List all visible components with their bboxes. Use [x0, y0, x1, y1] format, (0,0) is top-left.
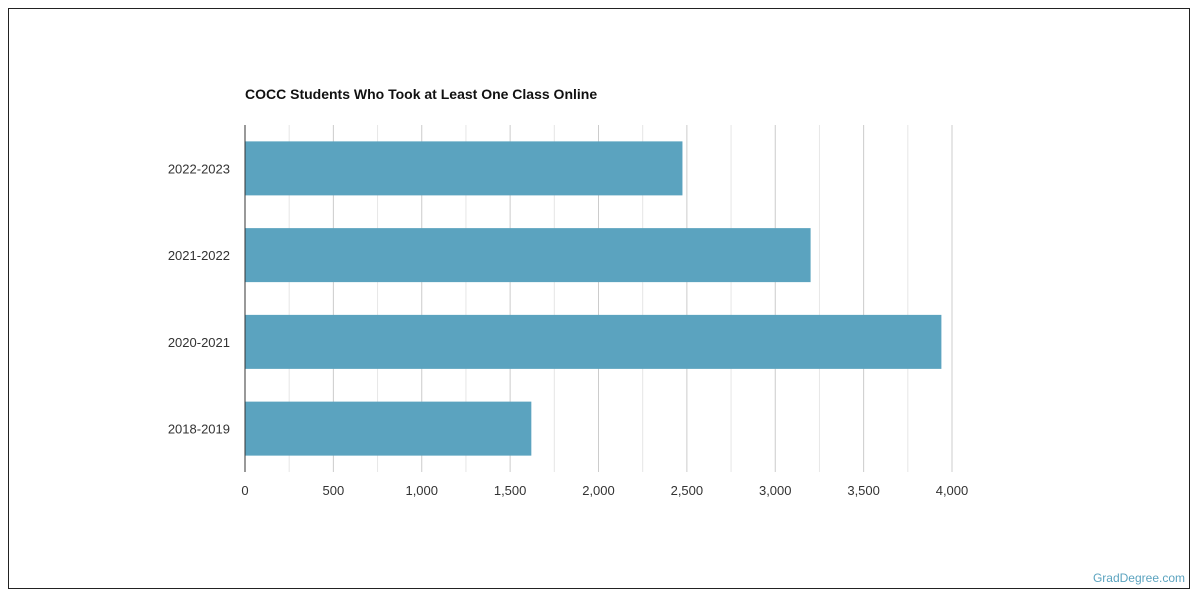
y-tick-label: 2021-2022: [168, 248, 230, 263]
x-tick-label: 2,500: [671, 483, 704, 498]
x-tick-label: 0: [241, 483, 248, 498]
bar-2021-2022: [245, 228, 811, 283]
bar-2020-2021: [245, 314, 942, 369]
chart-title: COCC Students Who Took at Least One Clas…: [245, 86, 598, 102]
x-tick-label: 500: [323, 483, 345, 498]
x-tick-label: 1,000: [405, 483, 438, 498]
source-watermark[interactable]: GradDegree.com: [1092, 571, 1185, 585]
x-tick-label: 1,500: [494, 483, 527, 498]
y-tick-label: 2022-2023: [168, 161, 230, 176]
y-tick-label: 2018-2019: [168, 422, 230, 437]
bar-2022-2023: [245, 141, 683, 196]
x-tick-label: 3,500: [847, 483, 880, 498]
y-tick-label: 2020-2021: [168, 335, 230, 350]
bar-2018-2019: [245, 401, 532, 456]
x-tick-label: 2,000: [582, 483, 615, 498]
x-tick-label: 3,000: [759, 483, 792, 498]
x-tick-label: 4,000: [936, 483, 969, 498]
